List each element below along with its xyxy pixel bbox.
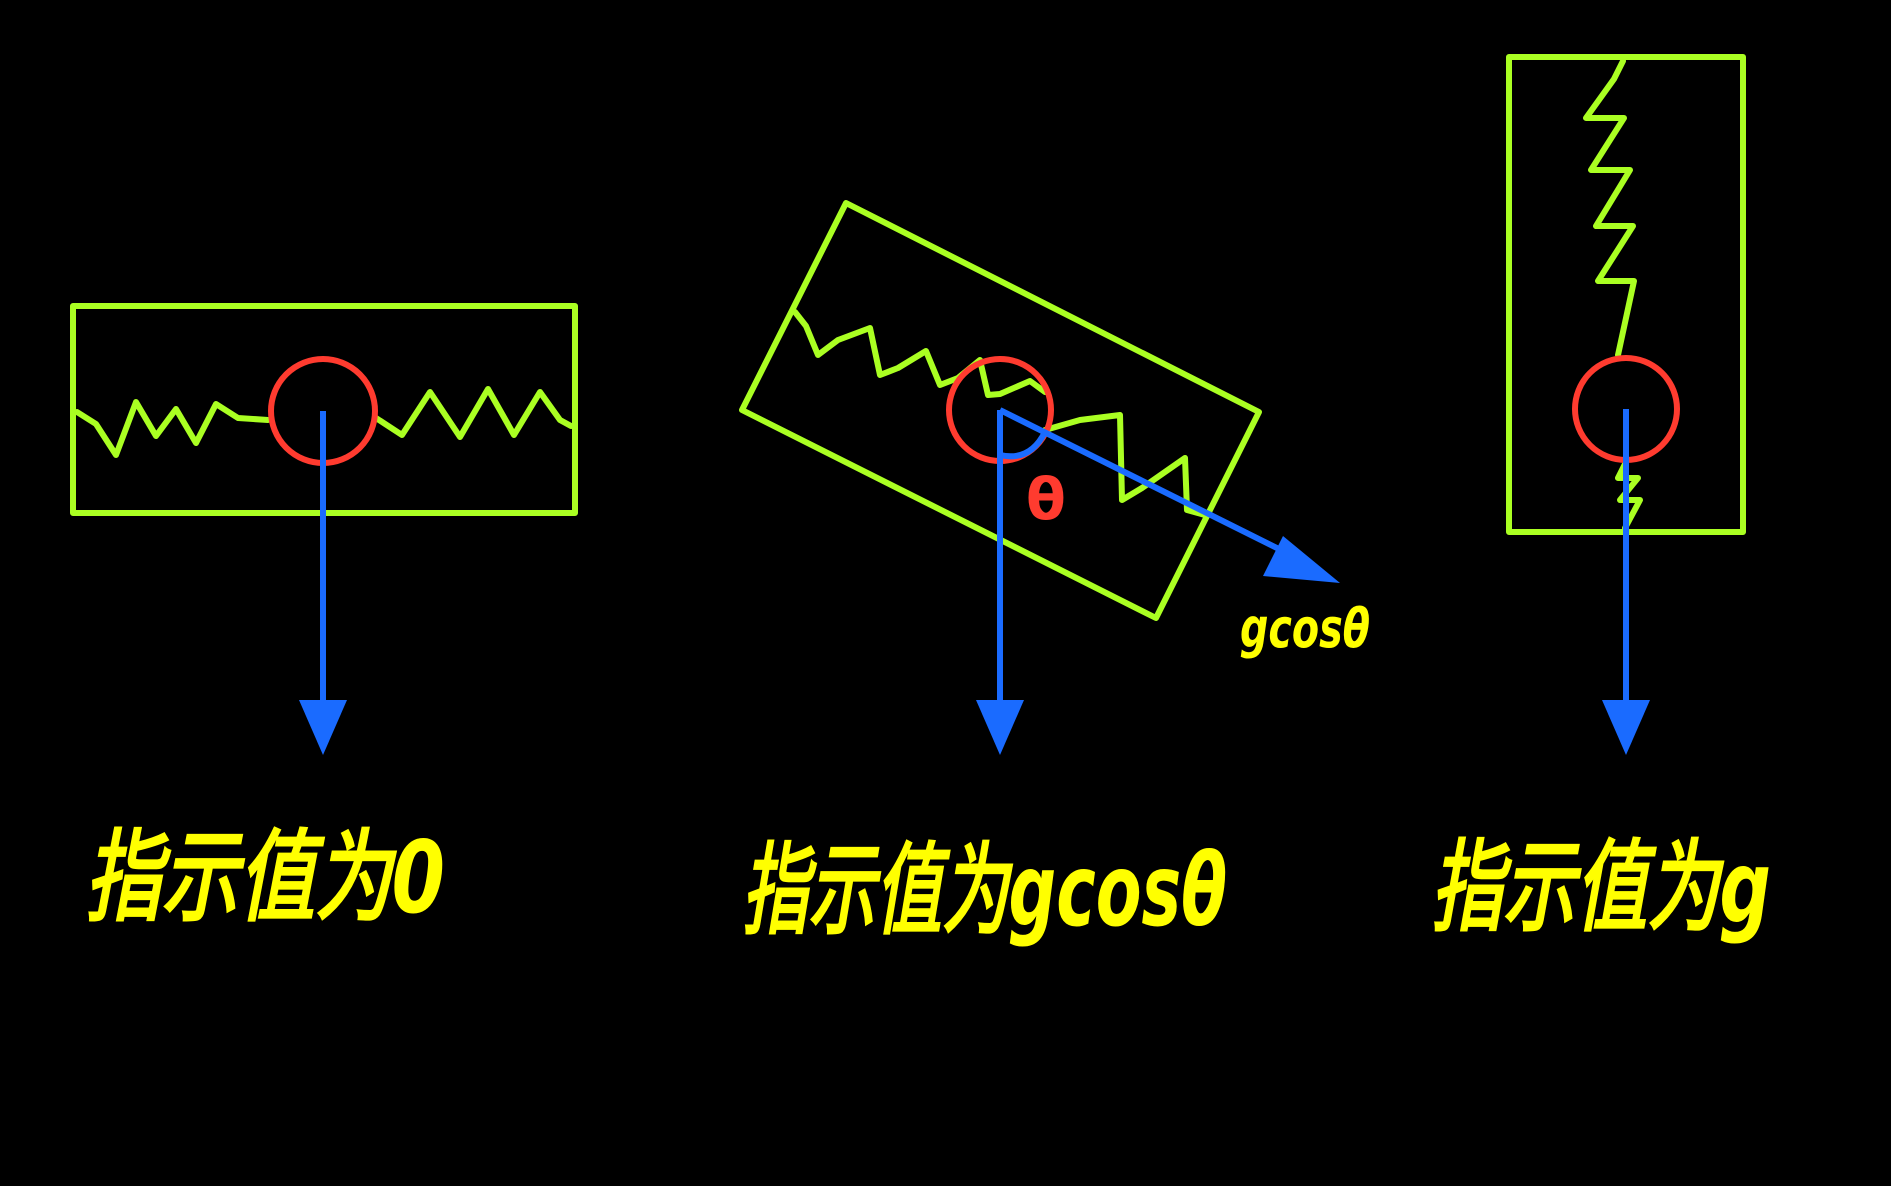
frame-box-tilted xyxy=(739,200,1262,621)
spring-upper xyxy=(792,309,1048,398)
panel-vertical: 指示值为g xyxy=(1431,54,1771,946)
panel-horizontal: 指示值为0 xyxy=(70,303,578,936)
panel-inclined: θ gcosθ 指示值为gcosθ xyxy=(739,200,1370,949)
component-arrow xyxy=(998,407,1297,560)
caption-inclined: 指示值为gcosθ xyxy=(742,832,1227,949)
angle-label: θ xyxy=(1026,465,1066,533)
caption-vertical: 指示值为g xyxy=(1431,829,1771,946)
gravity-arrowhead xyxy=(976,700,1024,755)
component-label: gcosθ xyxy=(1240,597,1370,660)
gravity-arrowhead xyxy=(1602,700,1650,755)
spring-left xyxy=(74,399,271,458)
caption-horizontal: 指示值为0 xyxy=(85,819,445,936)
spring-upper xyxy=(1583,58,1637,358)
spring-right xyxy=(373,386,574,440)
angle-arc xyxy=(999,430,1048,460)
component-arrowhead xyxy=(1263,536,1340,583)
gravity-arrowhead xyxy=(299,700,347,755)
